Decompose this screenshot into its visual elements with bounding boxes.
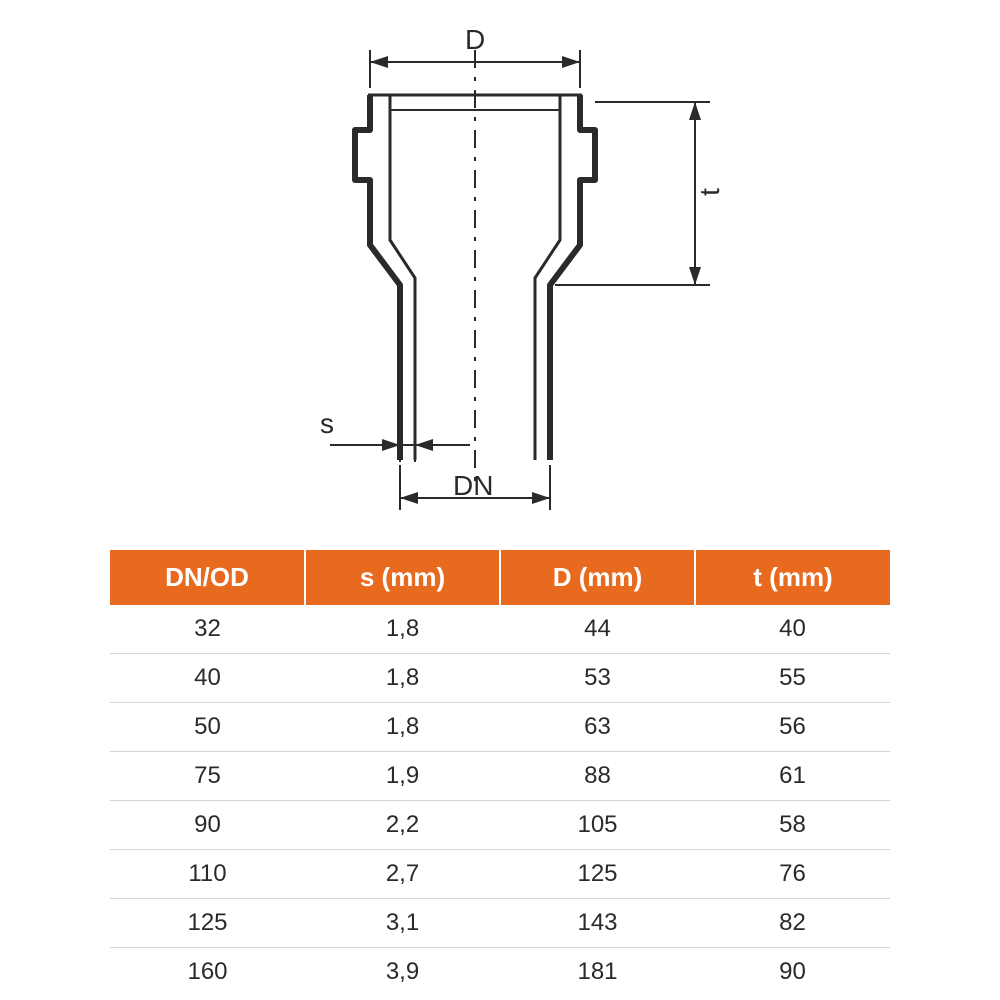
table-cell: 1,8 (305, 654, 500, 703)
table-cell: 143 (500, 899, 695, 948)
table-cell: 3,1 (305, 899, 500, 948)
table-cell: 160 (110, 948, 305, 997)
label-t: t (694, 188, 726, 196)
table-cell: 1,8 (305, 605, 500, 654)
table-cell: 3,9 (305, 948, 500, 997)
table-cell: 1,8 (305, 703, 500, 752)
dim-dn-arrow-left (400, 492, 418, 504)
table-cell: 125 (110, 899, 305, 948)
table-col-header: t (mm) (695, 550, 890, 605)
table-cell: 76 (695, 850, 890, 899)
table-row: 501,86356 (110, 703, 890, 752)
table-row: 1253,114382 (110, 899, 890, 948)
table-row: 751,98861 (110, 752, 890, 801)
table-row: 321,84440 (110, 605, 890, 654)
label-s: s (320, 408, 334, 440)
table-cell: 56 (695, 703, 890, 752)
table-row: 401,85355 (110, 654, 890, 703)
table-cell: 125 (500, 850, 695, 899)
dim-t-arrow-top (689, 102, 701, 120)
table-cell: 105 (500, 801, 695, 850)
pipe-diagram: D t s DN (150, 30, 850, 520)
pipe-diagram-svg (150, 30, 850, 520)
table-cell: 44 (500, 605, 695, 654)
dim-d-arrow-right (562, 56, 580, 68)
label-dn: DN (453, 470, 493, 502)
table-cell: 181 (500, 948, 695, 997)
dim-d-arrow-left (370, 56, 388, 68)
dim-s-arrow-right (415, 439, 433, 451)
table-cell: 40 (695, 605, 890, 654)
pipe-left-outline (355, 95, 400, 460)
table-body: 321,84440401,85355501,86356751,98861902,… (110, 605, 890, 996)
pipe-right-outline (550, 95, 595, 460)
table-header: DN/ODs (mm)D (mm)t (mm) (110, 550, 890, 605)
table-row: 902,210558 (110, 801, 890, 850)
table-cell: 40 (110, 654, 305, 703)
table-cell: 88 (500, 752, 695, 801)
table-cell: 2,7 (305, 850, 500, 899)
table-cell: 82 (695, 899, 890, 948)
table-row: 1102,712576 (110, 850, 890, 899)
table-col-header: D (mm) (500, 550, 695, 605)
table-cell: 75 (110, 752, 305, 801)
table-cell: 53 (500, 654, 695, 703)
table-cell: 32 (110, 605, 305, 654)
table-cell: 110 (110, 850, 305, 899)
table-cell: 2,2 (305, 801, 500, 850)
dim-dn-arrow-right (532, 492, 550, 504)
table-cell: 1,9 (305, 752, 500, 801)
table-cell: 63 (500, 703, 695, 752)
dimensions-table: DN/ODs (mm)D (mm)t (mm) 321,84440401,853… (110, 550, 890, 996)
dim-t-arrow-bottom (689, 267, 701, 285)
table-cell: 61 (695, 752, 890, 801)
dimensions-table-wrapper: DN/ODs (mm)D (mm)t (mm) 321,84440401,853… (110, 550, 890, 996)
table-cell: 50 (110, 703, 305, 752)
table-cell: 58 (695, 801, 890, 850)
table-header-row: DN/ODs (mm)D (mm)t (mm) (110, 550, 890, 605)
table-col-header: s (mm) (305, 550, 500, 605)
table-cell: 55 (695, 654, 890, 703)
label-d: D (465, 24, 485, 56)
table-col-header: DN/OD (110, 550, 305, 605)
table-cell: 90 (110, 801, 305, 850)
table-cell: 90 (695, 948, 890, 997)
table-row: 1603,918190 (110, 948, 890, 997)
